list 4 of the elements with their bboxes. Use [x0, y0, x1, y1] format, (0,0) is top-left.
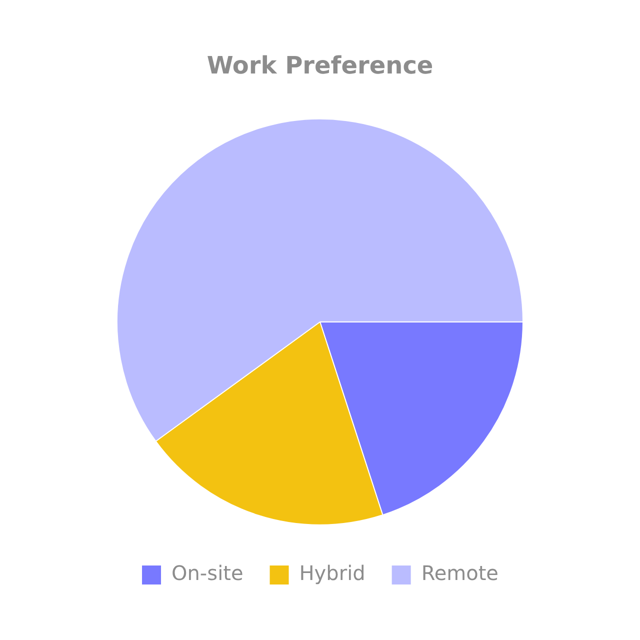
legend-label: Hybrid: [299, 561, 366, 586]
legend-label: Remote: [421, 561, 498, 586]
chart-title: Work Preference: [206, 52, 434, 80]
legend-label: On-site: [172, 561, 244, 586]
